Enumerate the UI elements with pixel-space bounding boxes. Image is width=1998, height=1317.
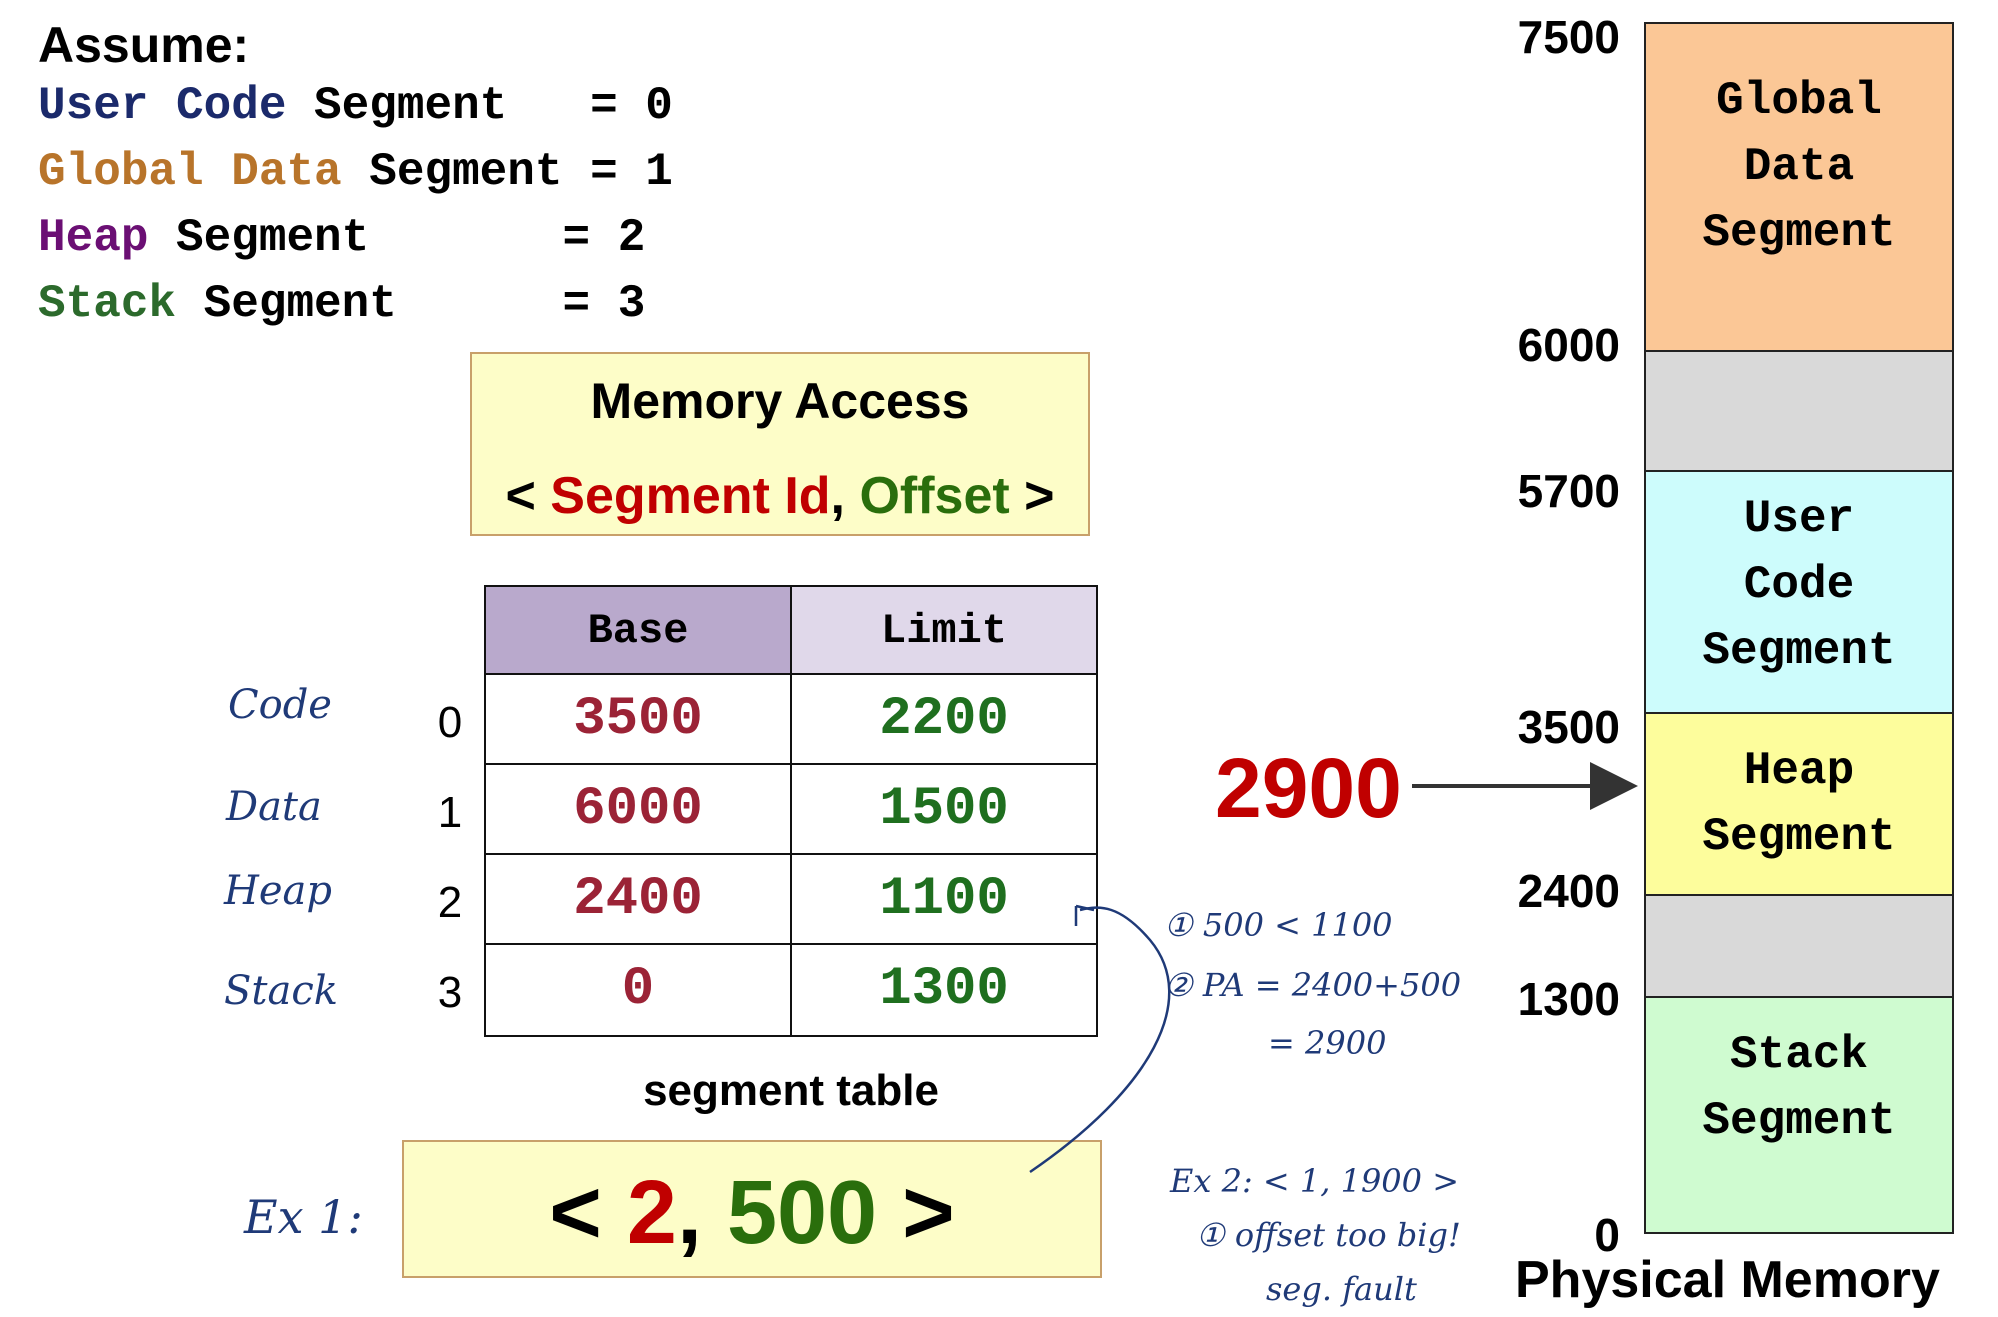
table-row: 3500 2200 [486,675,1096,765]
segment-name: Global Data [38,146,342,198]
assume-line-user-code: User Code Segment = 0 [38,80,673,132]
physical-address: 2900 [1215,741,1402,835]
header-limit: Limit [792,587,1096,675]
table-row: 2400 1100 [486,855,1096,945]
address-label: 6000 [1517,319,1620,371]
region-label-line: Heap [1743,745,1855,797]
base-value: 0 [486,945,792,1035]
region-label-line: User [1743,493,1855,545]
address-label: 1300 [1517,973,1620,1025]
segment-name: Stack [38,278,177,330]
row-index: 1 [437,788,463,837]
angle-close: > [1009,467,1055,525]
segment-name: User Code [38,80,287,132]
region-unused [1644,350,1954,472]
segment-assignment: Segment = 2 [148,212,646,264]
example-1-offset: 500 [726,1163,878,1263]
note-pa-formula: ② PA = 2400+500 [1164,966,1462,1004]
comma: , [830,467,860,525]
region-label-line: Segment [1702,625,1896,677]
angle-open: < [505,467,551,525]
handwritten-curve-arrow [1029,906,1171,1174]
segment-assignment: Segment = 1 [341,146,673,198]
address-label: 2400 [1517,865,1620,917]
row-index: 2 [437,878,463,927]
region-user-code-segment: User Code Segment [1644,470,1954,714]
base-value: 2400 [486,855,792,945]
address-label: 0 [1594,1209,1620,1261]
region-unused [1644,894,1954,998]
region-label-line: Segment [1702,1095,1896,1147]
region-label-line: Code [1743,559,1855,611]
segment-id-label: Segment Id [550,467,831,525]
memory-access-title: Memory Access [590,373,970,429]
example-1-address: < 2, 500 > [404,1162,1100,1265]
assume-line-global-data: Global Data Segment = 1 [38,146,673,198]
region-heap-segment: Heap Segment [1644,712,1954,896]
region-label-line: Segment [1702,811,1896,863]
base-value: 3500 [486,675,792,765]
assume-line-stack: Stack Segment = 3 [38,278,645,330]
segment-assignment: Segment = 0 [286,80,673,132]
region-label-line: Segment [1702,207,1896,259]
limit-value: 1100 [879,869,1009,930]
note-limit-check: ① 500 < 1100 [1164,906,1393,944]
memory-access-format: < Segment Id, Offset > [472,466,1088,526]
handwritten-label-heap: Heap [224,868,333,914]
handwritten-arrow-head [1074,904,1095,926]
memory-access-box: Memory Access < Segment Id, Offset > [470,352,1090,536]
assume-line-heap: Heap Segment = 2 [38,212,645,264]
comma: , [676,1163,727,1263]
example-1-label: Ex 1: [244,1190,363,1244]
region-stack-segment: Stack Segment [1644,996,1954,1234]
region-label-line: Stack [1729,1029,1869,1081]
handwritten-label-code: Code [228,682,332,728]
segment-table: Base Limit 3500 2200 6000 1500 2400 1100… [484,585,1098,1037]
handwritten-label-stack: Stack [224,968,338,1014]
example-1-segment: 2 [626,1163,677,1263]
region-label-line: Global [1716,75,1882,127]
address-label: 5700 [1517,465,1620,517]
note-example-2: Ex 2: < 1, 1900 > [1170,1162,1459,1200]
table-row: 6000 1500 [486,765,1096,855]
address-label: 7500 [1517,11,1620,63]
example-1-box: < 2, 500 > [402,1140,1102,1278]
angle-close: > [877,1163,955,1263]
assume-title: Assume: [38,17,250,73]
note-seg-fault: seg. fault [1266,1270,1417,1308]
region-global-data-segment: Global Data Segment [1644,22,1954,352]
segment-name: Heap [38,212,149,264]
limit-value: 1300 [879,959,1009,1020]
base-value: 6000 [486,765,792,855]
angle-open: < [549,1163,627,1263]
note-pa-result: = 2900 [1268,1024,1387,1062]
address-label: 3500 [1517,701,1620,753]
limit-value: 2200 [879,689,1009,750]
limit-value: 1500 [879,779,1009,840]
handwritten-label-data: Data [226,784,322,830]
header-base: Base [486,587,792,675]
table-row: 0 1300 [486,945,1096,1035]
row-index: 0 [437,698,463,747]
segment-assignment: Segment = 3 [176,278,646,330]
offset-label: Offset [859,467,1010,525]
note-offset-too-big: ① offset too big! [1196,1216,1461,1254]
physical-memory-title: Physical Memory [1515,1251,1940,1309]
segment-table-caption: segment table [643,1066,939,1115]
region-label-line: Data [1743,141,1855,193]
row-index: 3 [437,968,463,1017]
